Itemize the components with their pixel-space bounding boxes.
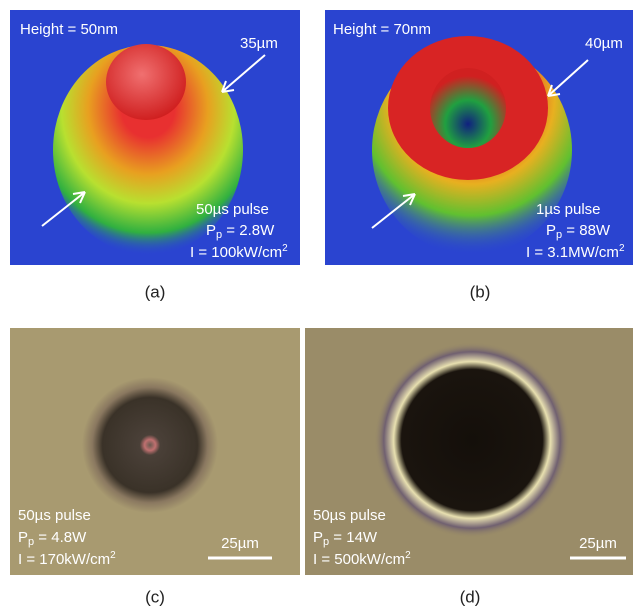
power-label: Pp = 2.8W (206, 222, 275, 241)
intensity-label: I = 500kW/cm2 (313, 550, 411, 568)
pulse-label: 50µs pulse (196, 201, 269, 218)
power-subscript: p (28, 536, 34, 548)
power-symbol: P (206, 222, 216, 239)
bump (53, 45, 243, 255)
power-label: Pp = 4.8W (18, 529, 87, 548)
arrow (41, 191, 86, 227)
ring-hole (430, 68, 506, 148)
pulse-label: 50µs pulse (313, 507, 386, 524)
intensity-text: I = 170kW/cm (18, 551, 110, 568)
arrow (221, 54, 266, 93)
intensity-superscript: 2 (619, 243, 625, 254)
power-symbol: P (546, 222, 556, 239)
size-label: 35µm (240, 35, 278, 52)
caption: (d) (460, 587, 481, 606)
intensity-label: I = 3.1MW/cm2 (526, 243, 625, 261)
caption: (c) (145, 587, 165, 606)
power-subscript: p (323, 536, 329, 548)
intensity-superscript: 2 (405, 550, 411, 561)
power-label: Pp = 14W (313, 529, 378, 548)
power-symbol: P (18, 529, 28, 546)
power-value: = 4.8W (34, 529, 87, 546)
intensity-label: I = 100kW/cm2 (190, 243, 288, 261)
arrow (371, 193, 416, 229)
scale-bar-label: 25µm (579, 535, 617, 552)
power-subscript: p (556, 229, 562, 241)
power-value: = 14W (329, 529, 378, 546)
height-label: Height = 70nm (333, 21, 431, 38)
arrow (547, 59, 589, 97)
intensity-text: I = 100kW/cm (190, 244, 282, 261)
intensity-superscript: 2 (282, 243, 288, 254)
power-value: = 2.8W (222, 222, 275, 239)
pulse-label: 50µs pulse (18, 507, 91, 524)
intensity-text: I = 3.1MW/cm (526, 244, 619, 261)
intensity-text: I = 500kW/cm (313, 551, 405, 568)
crater (82, 377, 218, 513)
power-symbol: P (313, 529, 323, 546)
scale-bar-label: 25µm (221, 535, 259, 552)
power-value: = 88W (562, 222, 611, 239)
pulse-label: 1µs pulse (536, 201, 601, 218)
height-label: Height = 50nm (20, 21, 118, 38)
power-subscript: p (216, 229, 222, 241)
caption: (b) (470, 282, 491, 301)
size-label: 40µm (585, 35, 623, 52)
bump-top (106, 44, 186, 120)
crater (374, 342, 570, 538)
intensity-label: I = 170kW/cm2 (18, 550, 116, 568)
intensity-superscript: 2 (110, 550, 116, 561)
power-label: Pp = 88W (546, 222, 611, 241)
caption: (a) (145, 282, 166, 301)
